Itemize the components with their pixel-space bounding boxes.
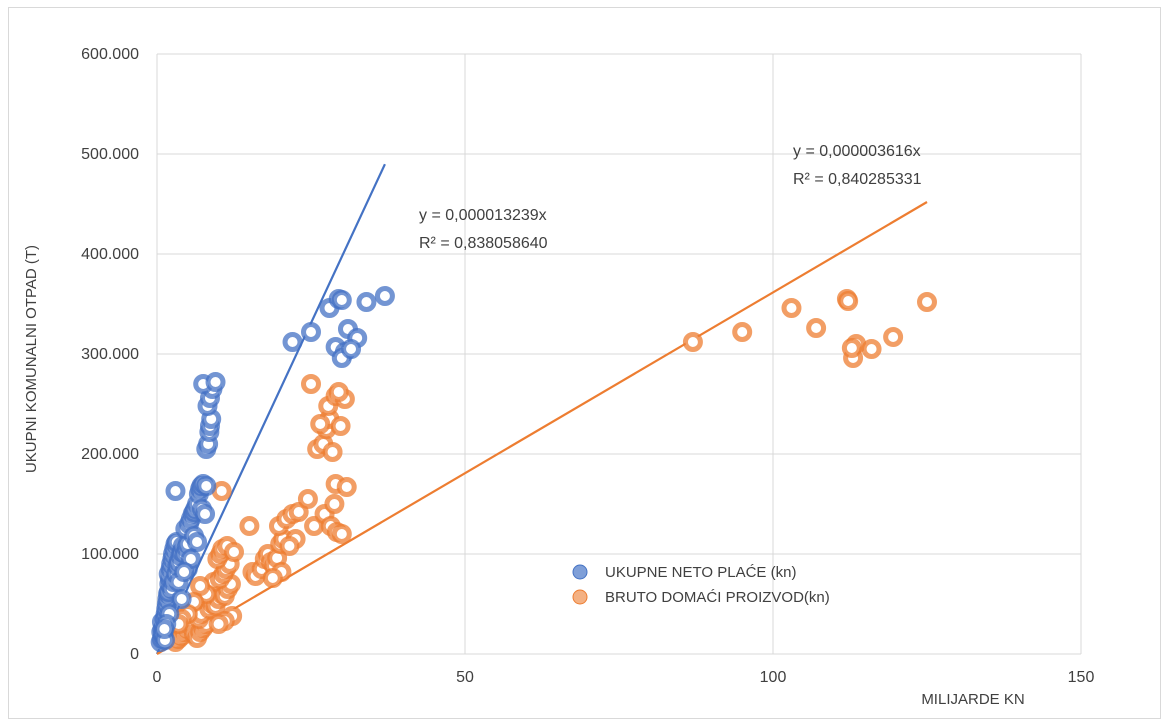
x-tick-label: 50 bbox=[456, 669, 474, 686]
data-point bbox=[297, 489, 318, 509]
data-point bbox=[322, 442, 343, 462]
legend-marker-bdp bbox=[572, 589, 588, 605]
legend-label-neto: UKUPNE NETO PLAĆE (kn) bbox=[605, 564, 796, 581]
x-tick-label: 0 bbox=[153, 669, 162, 686]
data-point bbox=[328, 382, 349, 402]
data-point bbox=[330, 416, 351, 436]
y-tick-label: 100.000 bbox=[81, 546, 139, 563]
chart-frame: 0 100.000 200.000 300.000 400.000 500.000 600.… bbox=[8, 7, 1161, 719]
data-point bbox=[195, 504, 216, 524]
data-point bbox=[324, 494, 345, 514]
data-point bbox=[732, 322, 753, 342]
data-point bbox=[336, 477, 357, 497]
data-point bbox=[174, 562, 195, 582]
data-points bbox=[150, 286, 937, 652]
legend-label-bdp: BRUTO DOMAĆI PROIZVOD(kn) bbox=[605, 589, 830, 606]
y-tick-label: 0 bbox=[130, 646, 139, 663]
data-point bbox=[288, 502, 309, 522]
trendline-equations: y = 0,000013239x R² = 0,838058640 y = 0,… bbox=[419, 143, 922, 252]
data-point bbox=[224, 542, 244, 562]
legend-item-bdp: BRUTO DOMAĆI PROIZVOD(kn) bbox=[572, 589, 830, 606]
data-point bbox=[196, 476, 217, 496]
scatter-chart: 0 100.000 200.000 300.000 400.000 500.000 600.… bbox=[23, 46, 1094, 708]
data-point bbox=[154, 619, 175, 639]
series-neto-points bbox=[150, 286, 395, 652]
data-point bbox=[861, 339, 882, 359]
x-tick-label: 150 bbox=[1068, 669, 1095, 686]
trend-equation-bdp: y = 0,000003616x bbox=[793, 143, 921, 160]
y-tick-label: 500.000 bbox=[81, 146, 139, 163]
data-point bbox=[262, 568, 283, 588]
data-point bbox=[331, 524, 352, 544]
x-axis-title: MILIJARDE KN bbox=[921, 691, 1024, 708]
data-point bbox=[356, 292, 377, 312]
data-point bbox=[838, 291, 859, 311]
data-point bbox=[374, 286, 395, 306]
data-point bbox=[883, 327, 904, 347]
data-point bbox=[341, 339, 362, 359]
trend-r2-bdp: R² = 0,840285331 bbox=[793, 171, 922, 188]
data-point bbox=[301, 322, 321, 342]
series-bdp-points bbox=[165, 289, 937, 652]
trend-equation-neto: y = 0,000013239x bbox=[419, 207, 547, 224]
y-tick-label: 400.000 bbox=[81, 246, 139, 263]
data-point bbox=[282, 332, 303, 352]
legend-marker-neto bbox=[572, 564, 588, 580]
axes: 0 100.000 200.000 300.000 400.000 500.000 600.… bbox=[81, 46, 1094, 686]
data-point bbox=[841, 338, 862, 358]
y-tick-label: 200.000 bbox=[81, 446, 139, 463]
y-tick-label: 600.000 bbox=[81, 46, 139, 63]
data-point bbox=[165, 481, 186, 501]
data-point bbox=[211, 481, 232, 501]
data-point bbox=[310, 414, 331, 434]
data-point bbox=[781, 298, 802, 318]
data-point bbox=[682, 332, 703, 352]
y-tick-label: 300.000 bbox=[81, 346, 139, 363]
data-point bbox=[208, 614, 229, 634]
trend-r2-neto: R² = 0,838058640 bbox=[419, 235, 548, 252]
data-point bbox=[239, 516, 260, 536]
legend: UKUPNE NETO PLAĆE (kn) BRUTO DOMAĆI PROI… bbox=[572, 564, 830, 606]
data-point bbox=[806, 318, 827, 338]
data-point bbox=[171, 589, 192, 609]
data-point bbox=[331, 290, 352, 310]
data-point bbox=[301, 374, 321, 394]
legend-item-neto: UKUPNE NETO PLAĆE (kn) bbox=[572, 564, 796, 581]
data-point bbox=[279, 536, 300, 556]
y-axis-title: UKUPNI KOMUNALNI OTPAD (T) bbox=[23, 245, 40, 473]
data-point bbox=[187, 532, 208, 552]
data-point bbox=[917, 292, 937, 312]
x-tick-label: 100 bbox=[760, 669, 787, 686]
data-point bbox=[190, 576, 211, 596]
data-point bbox=[205, 372, 226, 392]
